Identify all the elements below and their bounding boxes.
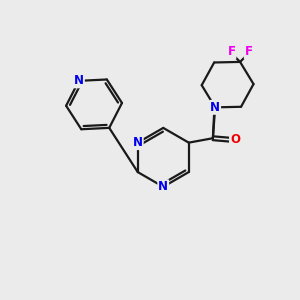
Text: N: N	[158, 180, 168, 193]
Text: N: N	[133, 136, 143, 149]
Text: O: O	[230, 133, 240, 146]
Text: N: N	[74, 74, 84, 87]
Text: F: F	[245, 45, 253, 58]
Text: N: N	[210, 101, 220, 114]
Text: F: F	[227, 45, 236, 58]
